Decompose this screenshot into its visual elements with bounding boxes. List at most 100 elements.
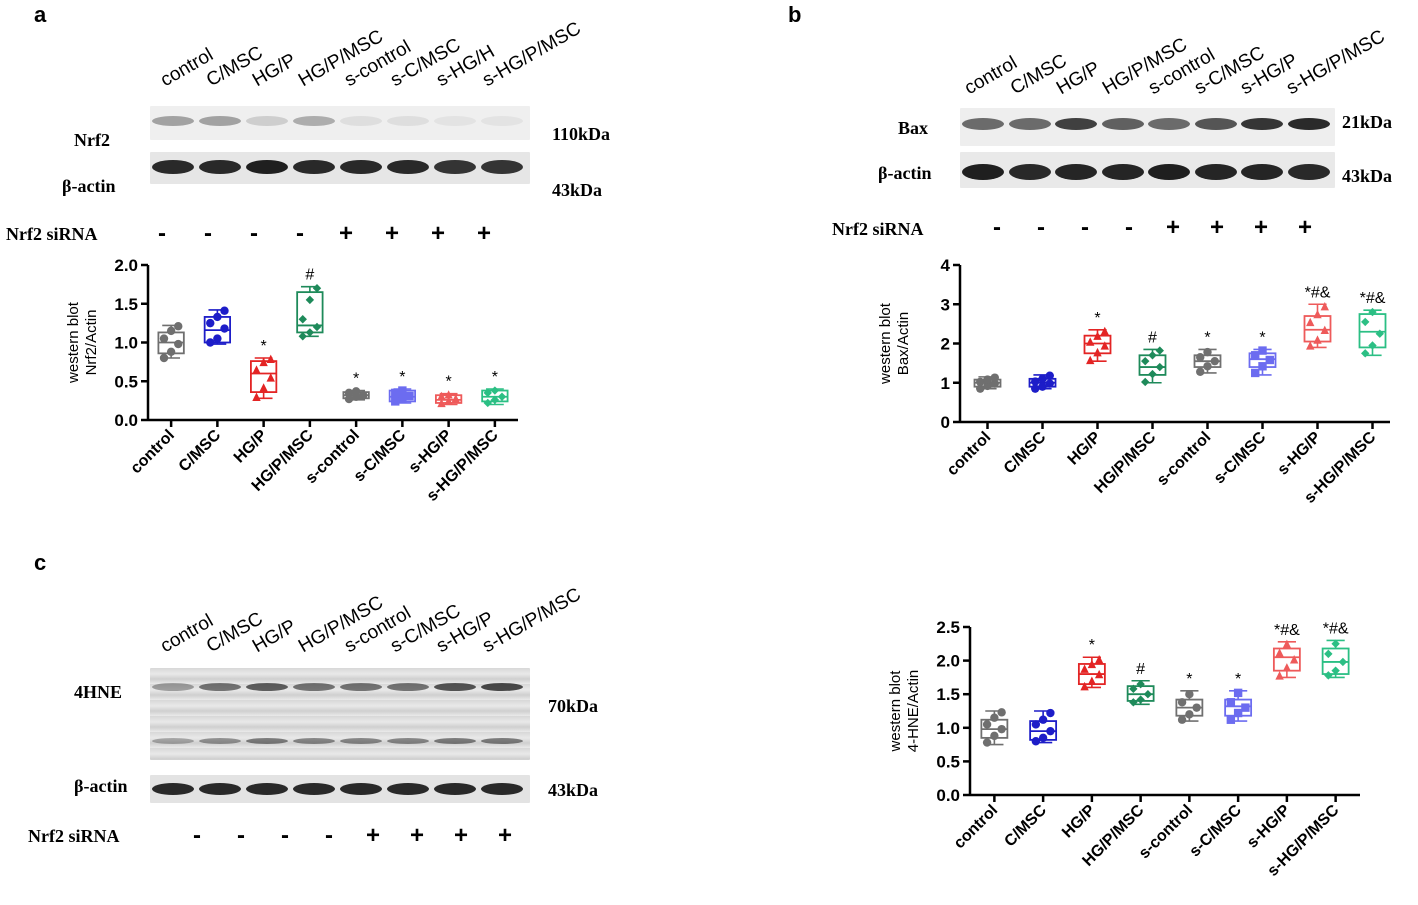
sirna-sign: -: [237, 822, 245, 849]
data-point: [312, 284, 322, 293]
data-point: [1177, 698, 1187, 707]
significance-label: *: [1259, 329, 1265, 346]
data-point: [220, 324, 229, 333]
x-tick-label: C/MSC: [1001, 428, 1050, 477]
size-label-actin-a: 43kDa: [552, 180, 603, 200]
significance-label: *: [492, 369, 498, 386]
significance-label: *: [1186, 671, 1192, 688]
lane-label: control: [157, 44, 217, 92]
blot-band: [1287, 118, 1330, 130]
chart-svg: 0.0 0.5 1.0 1.5 2.0 western blot Nrf2/Actin con…: [65, 256, 518, 505]
sirna-sign: +: [1165, 214, 1180, 241]
chart-svg: 0.0 0.5 1.0 1.5 2.0 2.5 western blot 4-HNE/Acti…: [887, 618, 1360, 880]
data-point: [1258, 362, 1267, 371]
data-point: [1275, 648, 1284, 657]
data-point: [1094, 655, 1104, 664]
blot-band: [293, 116, 335, 126]
y-axis-label: 4-HNE/Actin: [905, 670, 922, 753]
data-point: [1094, 669, 1104, 679]
data-point: [1275, 671, 1284, 680]
data-point: [997, 724, 1006, 734]
blot-band: [246, 738, 288, 744]
data-point: [1031, 720, 1041, 729]
blot-band: [434, 160, 476, 174]
blot-band: [199, 116, 241, 126]
data-point: [1100, 326, 1109, 336]
blot-band: [199, 160, 241, 174]
data-point: [1087, 676, 1097, 685]
data-point: [1080, 664, 1089, 673]
data-point: [990, 379, 999, 388]
chart-svg: 0 1 2 3 4 western blot Bax/Actin control C/MSC * H…: [877, 256, 1400, 507]
blot-band: [1055, 118, 1097, 130]
data-point: [159, 353, 169, 363]
data-point: [174, 339, 183, 349]
data-point: [259, 383, 268, 392]
blot-band: [340, 783, 382, 795]
data-point: [391, 388, 400, 398]
data-point: [305, 295, 315, 305]
data-point: [1038, 733, 1048, 743]
blot-band: [481, 783, 523, 795]
blot-band: [293, 683, 335, 691]
data-point: [1361, 317, 1370, 327]
significance-label: *: [1094, 310, 1100, 327]
data-point: [1361, 349, 1370, 358]
y-tick-label: 0.0: [114, 411, 138, 430]
blot-band: [387, 160, 429, 174]
data-point: [990, 731, 999, 741]
sirna-sign: -: [193, 822, 201, 849]
y-tick-label: 1: [941, 374, 950, 393]
data-point: [1320, 325, 1329, 334]
x-tick-label: s-C/MSC: [1186, 801, 1245, 860]
data-point: [1210, 356, 1219, 366]
blot-band: [1008, 118, 1051, 130]
significance-label: *#&: [1305, 284, 1331, 301]
data-point: [1046, 726, 1055, 736]
data-point: [483, 388, 492, 398]
blot-band: [1101, 118, 1144, 130]
blot-band: [1241, 164, 1283, 180]
data-point: [259, 357, 268, 367]
data-point: [398, 386, 407, 395]
x-tick-label: s-control: [1154, 429, 1214, 489]
data-point: [1258, 346, 1267, 355]
data-point: [359, 391, 368, 400]
data-point: [1320, 302, 1329, 311]
sirna-sign: -: [250, 220, 258, 247]
data-point: [990, 713, 999, 722]
blot-label-nrf2: Nrf2: [74, 130, 110, 150]
data-point: [252, 392, 261, 401]
data-point: [1093, 331, 1102, 340]
data-point: [351, 387, 361, 396]
data-point: [1155, 362, 1164, 372]
sirna-sign: -: [993, 214, 1001, 241]
significance-label: *: [1235, 671, 1241, 688]
y-tick-label: 4: [941, 256, 951, 275]
sirna-sign: +: [409, 822, 424, 849]
data-point: [982, 720, 992, 729]
data-point: [1226, 698, 1236, 707]
data-point: [490, 386, 500, 395]
data-point: [266, 373, 275, 382]
sirna-label-a: Nrf2 siRNA: [6, 224, 98, 244]
y-tick-label: 2.0: [114, 256, 138, 275]
sirna-sign: -: [204, 220, 212, 247]
blot-band: [434, 116, 476, 126]
sirna-sign: +: [497, 822, 512, 849]
data-point: [1031, 377, 1040, 386]
x-tick-label: HG/P: [231, 427, 271, 467]
lane-label: control: [157, 610, 217, 658]
y-tick-label: 0: [941, 413, 950, 432]
data-point: [483, 398, 492, 408]
data-point: [976, 377, 985, 387]
blot-band: [962, 118, 1004, 130]
data-point: [1251, 351, 1260, 360]
sirna-sign: +: [338, 220, 353, 247]
data-point: [213, 334, 222, 343]
blot-band: [387, 783, 429, 795]
significance-label: *: [399, 369, 405, 386]
significance-label: *: [1089, 637, 1095, 654]
sirna-sign: +: [384, 220, 399, 247]
data-point: [1045, 379, 1054, 388]
